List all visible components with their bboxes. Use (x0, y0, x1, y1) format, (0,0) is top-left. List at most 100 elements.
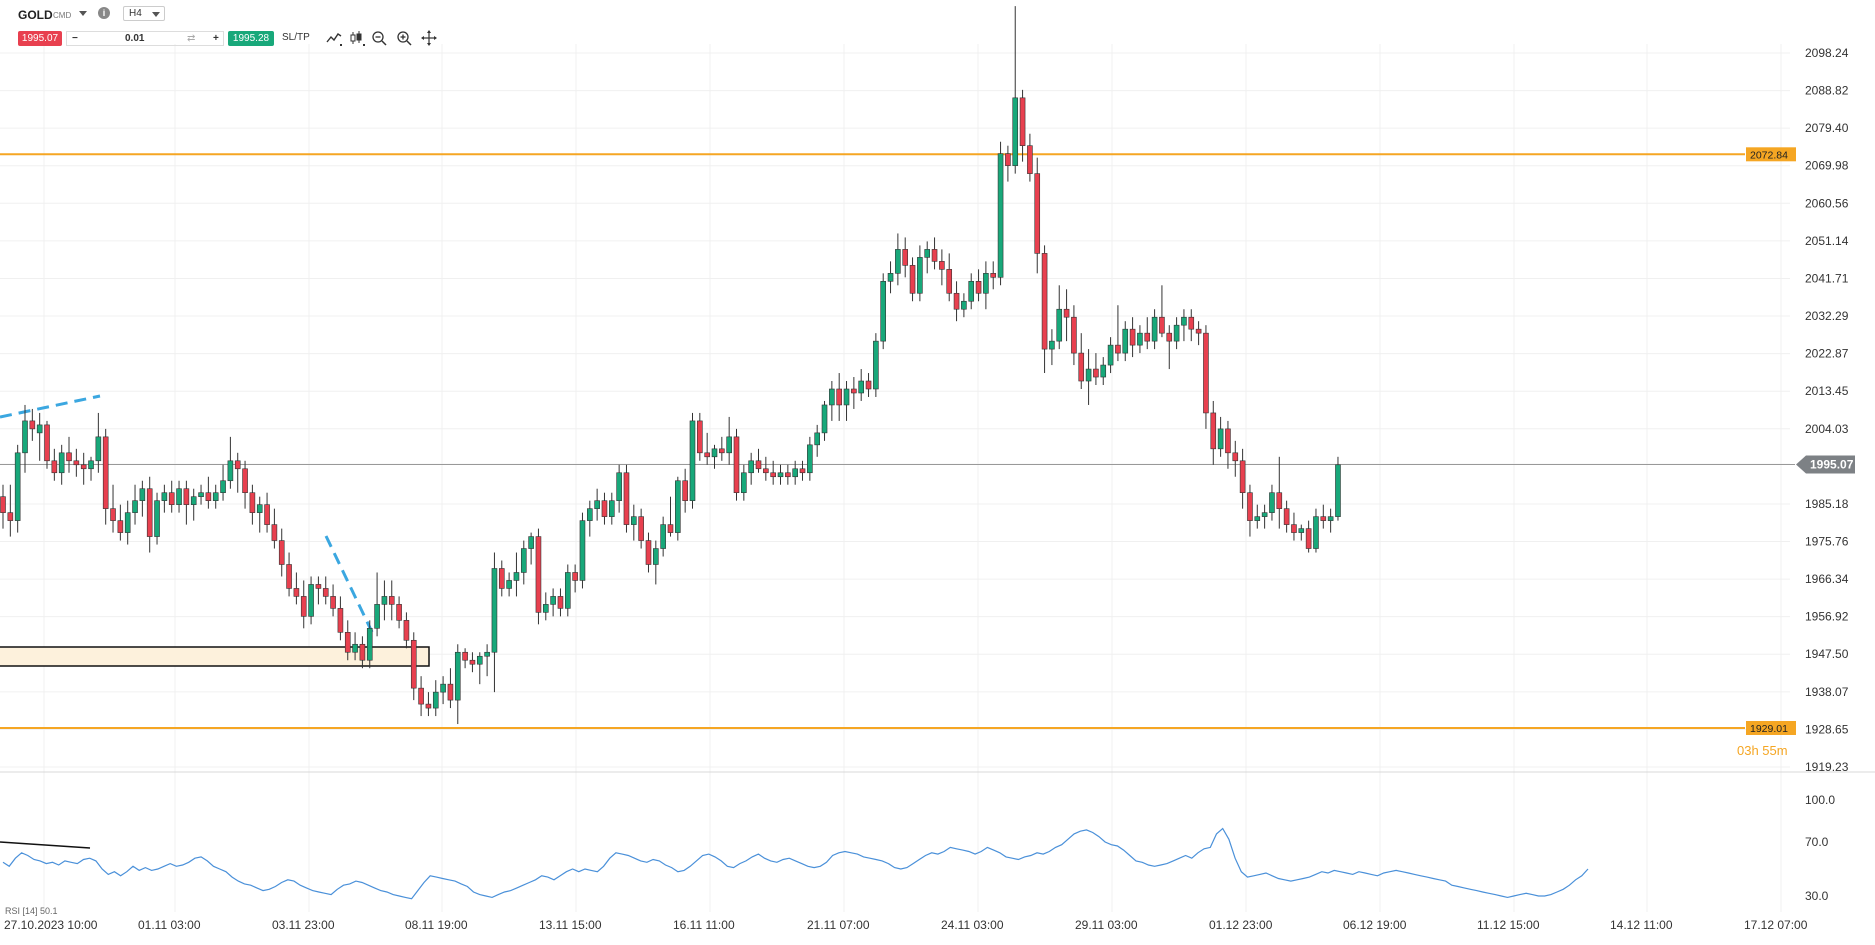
candle (176, 480, 182, 513)
candle (1041, 245, 1048, 374)
candle (1320, 504, 1327, 529)
zoom-in-icon[interactable] (395, 29, 413, 47)
candle-body (425, 703, 432, 709)
candle-body (572, 572, 578, 581)
candle (741, 464, 747, 501)
candle-body (1195, 328, 1202, 334)
candle (1137, 325, 1143, 354)
timeframe-select[interactable]: H4 (123, 6, 165, 21)
candle (653, 540, 659, 585)
candle (785, 464, 791, 485)
candle (22, 404, 28, 473)
candle-body (1276, 492, 1283, 509)
line-chart-icon[interactable] (325, 29, 343, 47)
candle (1298, 524, 1305, 541)
candle (1034, 157, 1041, 274)
price-tick-label: 2088.82 (1805, 84, 1849, 98)
buy-price-button[interactable]: 1995.28 (228, 31, 274, 46)
time-tick-label: 01.11 03:00 (138, 918, 201, 932)
candle-body (1071, 316, 1077, 354)
crosshair-icon[interactable] (420, 29, 438, 47)
candle (697, 412, 703, 461)
candle-body (711, 448, 718, 458)
candle (807, 436, 813, 481)
candle (579, 512, 586, 589)
candle (564, 564, 571, 617)
candle (110, 484, 116, 533)
candle-body (352, 643, 358, 653)
candle (432, 680, 439, 717)
decrease-quantity-button[interactable]: − (72, 33, 78, 44)
candle (154, 492, 160, 545)
candle-body (1078, 352, 1085, 382)
price-tick-label: 2069.98 (1805, 159, 1849, 173)
candle (755, 448, 762, 473)
candle (1276, 456, 1283, 529)
quantity-stepper[interactable]: − 0.01 ⇄ + (66, 31, 224, 46)
candle-body (73, 460, 80, 466)
candle (953, 281, 960, 322)
candle (1305, 520, 1312, 553)
candle (198, 484, 204, 505)
sltp-button[interactable]: SL/TP (282, 32, 310, 43)
candle-body (469, 659, 476, 665)
time-tick-label: 03.11 23:00 (272, 918, 335, 932)
price-tick-label: 1966.34 (1805, 572, 1849, 586)
candle (821, 400, 828, 441)
symbol-dropdown-icon[interactable] (79, 11, 87, 16)
zoom-out-icon[interactable] (370, 29, 388, 47)
candle (623, 464, 630, 533)
candle (895, 233, 901, 286)
increase-quantity-button[interactable]: + (213, 33, 219, 44)
sell-price-button[interactable]: 1995.07 (18, 31, 62, 46)
current-price-badge (1796, 455, 1855, 474)
candle-body (865, 380, 872, 390)
candle-body (146, 488, 153, 537)
swap-icon[interactable]: ⇄ (187, 33, 196, 44)
candle (1144, 317, 1151, 350)
candle (557, 588, 564, 617)
quantity-value[interactable]: 0.01 (125, 33, 145, 44)
candle (322, 576, 329, 605)
candle (997, 141, 1004, 286)
candle (14, 444, 21, 533)
candle-body (609, 500, 615, 517)
candle-body (667, 524, 674, 533)
candle (829, 381, 835, 421)
price-tick-label: 2079.40 (1805, 121, 1849, 135)
candle (572, 564, 578, 593)
candle-body (1203, 332, 1209, 414)
candle (462, 648, 468, 669)
candle-body (792, 468, 798, 478)
candle (711, 444, 718, 469)
info-icon[interactable]: i (98, 7, 110, 19)
candle (594, 488, 600, 521)
candle-body (770, 472, 776, 478)
candle-body (917, 257, 923, 294)
candle-body (528, 536, 534, 549)
candle (682, 468, 688, 513)
candle (440, 676, 446, 705)
trend-line (0, 394, 101, 419)
candle (469, 652, 476, 673)
candle-body (1107, 344, 1114, 366)
candle-body (1159, 316, 1165, 334)
candle-body (814, 432, 820, 446)
candle (337, 596, 344, 641)
time-tick-label: 11.12 15:00 (1477, 918, 1540, 932)
candle-body (726, 436, 732, 454)
candle (220, 464, 226, 501)
candle-body (1298, 528, 1305, 533)
candle (528, 532, 534, 565)
candle (168, 480, 175, 513)
candle-body (95, 436, 102, 462)
candle (242, 460, 248, 509)
candle (1225, 420, 1231, 469)
price-level-label: 2072.84 (1750, 149, 1788, 161)
candle-body (1144, 332, 1151, 342)
candle-body (542, 604, 549, 613)
candle (88, 456, 94, 481)
candles-icon[interactable] (348, 29, 366, 47)
symbol-name[interactable]: GOLD (18, 8, 53, 22)
